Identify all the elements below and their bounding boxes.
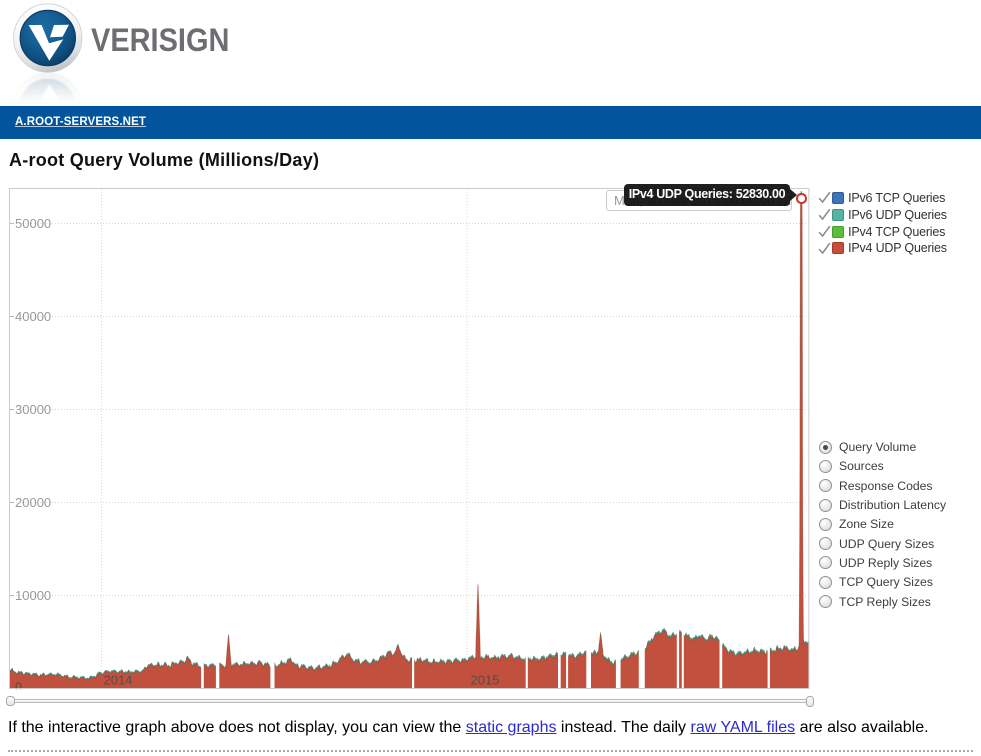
svg-text:50000: 50000 bbox=[15, 216, 51, 231]
svg-text:10000: 10000 bbox=[15, 588, 51, 603]
svg-text:0: 0 bbox=[15, 680, 22, 695]
svg-text:2014: 2014 bbox=[104, 673, 133, 688]
svg-text:20000: 20000 bbox=[15, 495, 51, 510]
svg-text:40000: 40000 bbox=[15, 309, 51, 324]
svg-text:2015: 2015 bbox=[471, 673, 500, 688]
svg-text:30000: 30000 bbox=[15, 402, 51, 417]
